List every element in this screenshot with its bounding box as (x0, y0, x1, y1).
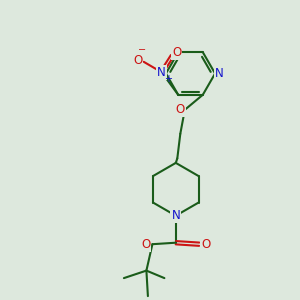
Text: +: + (164, 74, 172, 84)
Text: N: N (215, 67, 224, 80)
Text: O: O (176, 103, 185, 116)
Text: O: O (141, 238, 150, 251)
Text: O: O (133, 54, 142, 67)
Text: O: O (172, 46, 181, 59)
Text: N: N (171, 209, 180, 222)
Text: N: N (157, 66, 166, 79)
Text: O: O (201, 238, 210, 251)
Text: −: − (138, 45, 146, 55)
